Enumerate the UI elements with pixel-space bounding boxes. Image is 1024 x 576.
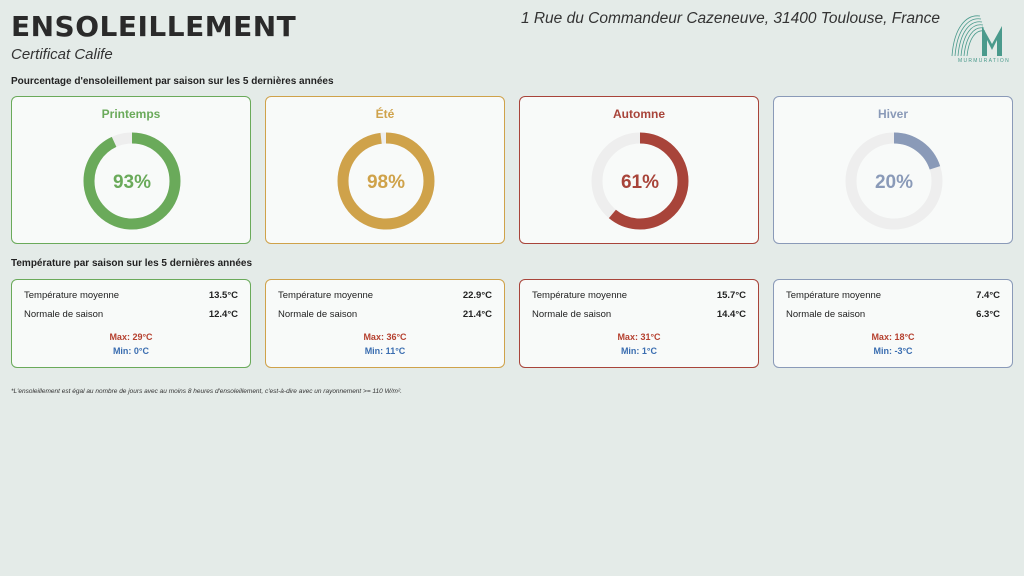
normal-row: Normale de saison 6.3°C bbox=[786, 309, 1000, 320]
logo-text: MURMURATION bbox=[958, 58, 1010, 64]
avg-value: 13.5°C bbox=[208, 290, 238, 301]
season-card-spring: Printemps 93% bbox=[11, 96, 251, 244]
max-temp: Max: 36°C bbox=[363, 332, 407, 342]
temp-card-autumn: Température moyenne 15.7°C Normale de sa… bbox=[519, 279, 759, 368]
page-subtitle: Certificat Calife bbox=[11, 46, 113, 63]
normal-label: Normale de saison bbox=[786, 309, 866, 320]
page-title: ENSOLEILLEMENT bbox=[11, 10, 297, 43]
min-temp: Min: 0°C bbox=[112, 346, 150, 356]
season-label: Hiver bbox=[877, 107, 909, 121]
min-temp: Min: 1°C bbox=[620, 346, 658, 356]
donut-chart: 93% bbox=[83, 132, 181, 230]
normal-label: Normale de saison bbox=[278, 309, 358, 320]
murmuration-logo bbox=[951, 15, 1002, 57]
temp-card-winter: Température moyenne 7.4°C Normale de sai… bbox=[773, 279, 1013, 368]
avg-label: Température moyenne bbox=[24, 290, 120, 301]
donut-value: 61% bbox=[621, 172, 659, 193]
temperature-section-title: Température par saison sur les 5 dernièr… bbox=[11, 258, 253, 269]
donut-value: 93% bbox=[113, 172, 151, 193]
avg-label: Température moyenne bbox=[532, 290, 628, 301]
season-label: Automne bbox=[613, 107, 665, 121]
max-temp: Max: 31°C bbox=[617, 332, 661, 342]
avg-row: Température moyenne 15.7°C bbox=[532, 290, 746, 301]
normal-value: 21.4°C bbox=[462, 309, 492, 320]
min-temp: Min: -3°C bbox=[873, 346, 913, 356]
avg-row: Température moyenne 22.9°C bbox=[278, 290, 492, 301]
donut-value: 20% bbox=[875, 172, 913, 193]
footnote: *L'ensoleillement est égal au nombre de … bbox=[11, 388, 402, 395]
normal-value: 12.4°C bbox=[208, 309, 238, 320]
avg-value: 22.9°C bbox=[462, 290, 492, 301]
avg-label: Température moyenne bbox=[278, 290, 374, 301]
avg-value: 7.4°C bbox=[976, 290, 1000, 301]
normal-row: Normale de saison 14.4°C bbox=[532, 309, 746, 320]
normal-label: Normale de saison bbox=[24, 309, 104, 320]
season-card-winter: Hiver 20% bbox=[773, 96, 1013, 244]
avg-value: 15.7°C bbox=[716, 290, 746, 301]
normal-row: Normale de saison 21.4°C bbox=[278, 309, 492, 320]
max-temp: Max: 18°C bbox=[871, 332, 915, 342]
season-card-summer: Été 98% bbox=[265, 96, 505, 244]
donut-chart: 61% bbox=[591, 132, 689, 230]
donut-value: 98% bbox=[367, 172, 405, 193]
max-temp: Max: 29°C bbox=[109, 332, 153, 342]
normal-value: 6.3°C bbox=[976, 309, 1000, 320]
temp-card-summer: Température moyenne 22.9°C Normale de sa… bbox=[265, 279, 505, 368]
donut-chart: 20% bbox=[845, 132, 943, 230]
donut-chart: 98% bbox=[337, 132, 435, 230]
donut-arc bbox=[845, 132, 943, 230]
avg-label: Température moyenne bbox=[786, 290, 882, 301]
donut-arc bbox=[337, 132, 435, 230]
season-label: Été bbox=[375, 107, 395, 121]
season-card-autumn: Automne 61% bbox=[519, 96, 759, 244]
avg-row: Température moyenne 7.4°C bbox=[786, 290, 1000, 301]
normal-row: Normale de saison 12.4°C bbox=[24, 309, 238, 320]
address: 1 Rue du Commandeur Cazeneuve, 31400 Tou… bbox=[520, 10, 940, 27]
avg-row: Température moyenne 13.5°C bbox=[24, 290, 238, 301]
season-label: Printemps bbox=[101, 107, 161, 121]
temp-card-spring: Température moyenne 13.5°C Normale de sa… bbox=[11, 279, 251, 368]
normal-value: 14.4°C bbox=[716, 309, 746, 320]
sunshine-section-title: Pourcentage d'ensoleillement par saison … bbox=[11, 76, 334, 87]
donut-arc bbox=[591, 132, 689, 230]
min-temp: Min: 11°C bbox=[364, 346, 406, 356]
donut-arc bbox=[83, 132, 181, 230]
normal-label: Normale de saison bbox=[532, 309, 612, 320]
